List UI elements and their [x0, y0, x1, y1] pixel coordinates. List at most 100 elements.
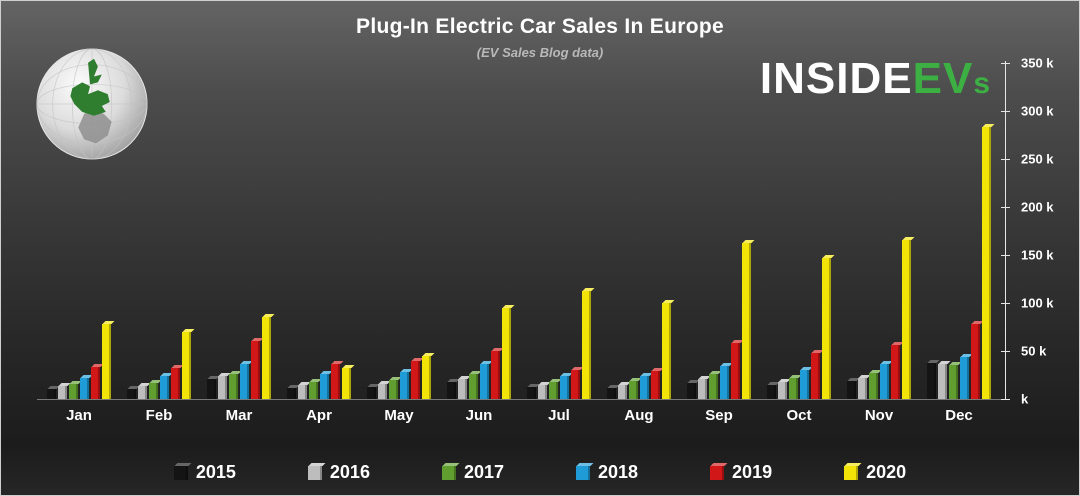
y-tick-label-1: 300 k: [1021, 103, 1054, 119]
bar-2015-may: [367, 387, 376, 399]
bar-2020-sep: [742, 242, 751, 399]
bar-2016-jun: [458, 378, 467, 399]
x-tick-jul: Jul: [548, 407, 570, 424]
bar-2018-jun: [480, 364, 489, 399]
bar-2019-may: [411, 360, 420, 399]
bar-2018-mar: [240, 364, 249, 399]
x-tick-sep: Sep: [705, 407, 733, 424]
x-tick-nov: Nov: [864, 407, 894, 424]
bar-2016-jan: [58, 385, 67, 399]
bar-2019-jun: [491, 351, 500, 399]
legend-swatch-2019: [710, 465, 725, 480]
bar-2020-jul: [582, 291, 591, 399]
logo-inside-text: INSIDE: [759, 54, 913, 103]
bar-2016-aug: [618, 384, 627, 399]
bar-2016-mar: [218, 375, 227, 399]
legend-label-2020: 2020: [866, 462, 907, 482]
bar-2016-sep: [698, 378, 707, 399]
legend-item-2016: 2016: [307, 462, 370, 483]
bar-2020-oct: [822, 257, 831, 399]
bar-2017-sep: [709, 374, 718, 399]
bar-2016-oct: [778, 381, 787, 399]
page-title: Plug-In Electric Car Sales In Europe: [356, 15, 724, 38]
bar-2017-mar: [229, 374, 238, 399]
x-tick-mar: Mar: [225, 407, 253, 424]
bar-2016-jul: [538, 384, 547, 399]
bar-2019-jul: [571, 370, 580, 399]
x-axis-line: [37, 399, 1005, 400]
y-tick-label-2: 250 k: [1021, 151, 1054, 167]
x-tick-jun: Jun: [465, 407, 493, 424]
bar-2017-jul: [549, 381, 558, 399]
bar-2016-apr: [298, 384, 307, 399]
legend-swatch-2016: [307, 465, 322, 480]
bar-2018-apr: [320, 374, 329, 399]
y-axis-line: [1005, 61, 1006, 400]
legend-label-2016: 2016: [329, 462, 370, 482]
y-tick-mark-7: [1001, 399, 1010, 400]
x-tick-feb: Feb: [145, 407, 173, 424]
chart-legend: 2015 2016 2017 2018 2019 2020: [1, 462, 1079, 483]
bar-2017-feb: [149, 382, 158, 399]
bar-2019-oct: [811, 352, 820, 399]
bar-2020-mar: [262, 317, 271, 399]
month-group-oct: [759, 63, 839, 399]
bar-2015-dec: [927, 363, 936, 399]
legend-item-2017: 2017: [441, 462, 504, 483]
bar-2017-nov: [869, 373, 878, 399]
y-tick-mark-3: [1001, 207, 1010, 208]
y-tick-label-5: 100 k: [1021, 295, 1054, 311]
bar-2019-aug: [651, 371, 660, 399]
month-group-jan: [39, 63, 119, 399]
bar-2018-may: [400, 372, 409, 399]
bar-2015-feb: [127, 389, 136, 399]
bar-2015-nov: [847, 380, 856, 399]
y-tick-label-0: 350 k: [1021, 55, 1054, 71]
bar-2017-may: [389, 379, 398, 399]
bar-2020-jan: [102, 324, 111, 399]
month-group-mar: [199, 63, 279, 399]
bar-2017-apr: [309, 381, 318, 399]
bar-2018-aug: [640, 375, 649, 399]
y-tick-mark-5: [1001, 303, 1010, 304]
y-tick-mark-6: [1001, 351, 1010, 352]
bar-2018-sep: [720, 366, 729, 399]
x-tick-may: May: [384, 407, 414, 424]
bar-2015-sep: [687, 382, 696, 399]
legend-swatch-2018: [576, 465, 590, 480]
europe-globe-icon: [36, 48, 148, 160]
bar-2015-jun: [447, 381, 456, 399]
bar-2016-may: [378, 383, 387, 399]
bar-2015-mar: [207, 378, 216, 399]
bar-2018-nov: [880, 364, 889, 399]
bar-2015-apr: [287, 388, 296, 399]
legend-label-2018: 2018: [598, 462, 639, 482]
bar-2020-jun: [502, 307, 511, 399]
x-tick-jan: Jan: [66, 407, 92, 424]
month-group-aug: [599, 63, 679, 399]
x-tick-dec: Dec: [945, 407, 973, 424]
legend-swatch-2015: [173, 465, 188, 480]
bar-2017-oct: [789, 377, 798, 399]
month-group-nov: [839, 63, 919, 399]
bar-2015-oct: [767, 384, 776, 399]
month-group-feb: [119, 63, 199, 399]
x-tick-oct: Oct: [786, 407, 812, 424]
plot-area: [39, 63, 999, 399]
legend-label-2019: 2019: [732, 462, 773, 482]
bar-2020-feb: [182, 331, 191, 399]
legend-item-2018: 2018: [576, 462, 638, 483]
logo-ev-text: EV: [912, 54, 974, 103]
bar-2019-jan: [91, 367, 100, 399]
legend-item-2019: 2019: [710, 462, 772, 483]
month-group-jun: [439, 63, 519, 399]
y-tick-mark-1: [1001, 111, 1010, 112]
x-axis-labels: Jan Feb Mar Apr May Jun Jul Aug Sep Oct Nov Dec: [39, 407, 999, 424]
legend-swatch-2020: [844, 465, 859, 480]
y-tick-mark-0: [1001, 63, 1010, 64]
bar-2019-feb: [171, 368, 180, 399]
bar-2017-jan: [69, 383, 78, 399]
bar-2019-dec: [971, 324, 980, 399]
month-group-apr: [279, 63, 359, 399]
